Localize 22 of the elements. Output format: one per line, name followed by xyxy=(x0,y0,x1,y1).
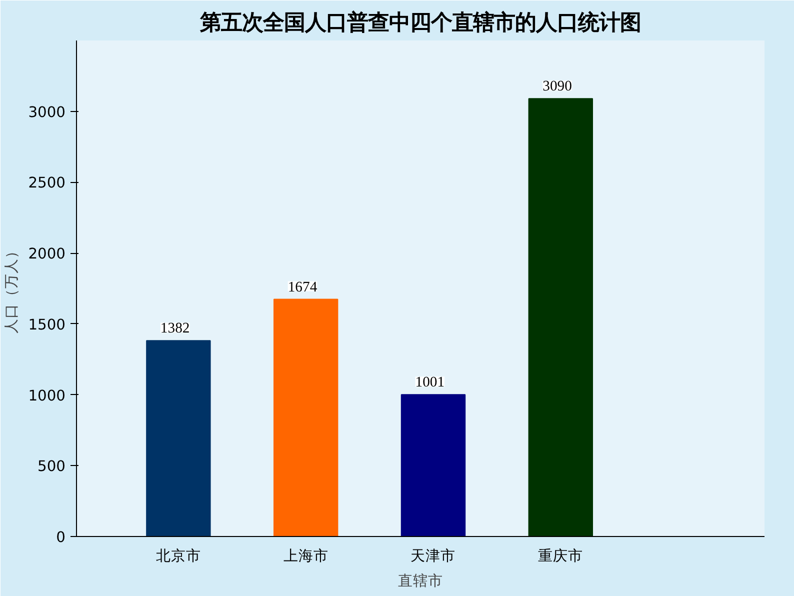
bar xyxy=(400,394,466,536)
x-tick-label: 重庆市 xyxy=(538,548,584,564)
data-label: 3090 xyxy=(542,78,572,95)
bar xyxy=(273,298,338,536)
data-label: 1674 xyxy=(288,279,318,296)
y-tick-label: 500 xyxy=(38,458,66,476)
bar xyxy=(528,98,593,536)
chart-title: 第五次全国人口普查中四个直辖市的人口统计图 xyxy=(199,10,641,36)
bar xyxy=(146,340,211,536)
y-tick-label: 1500 xyxy=(28,316,66,334)
y-axis-title: 人口（万人） xyxy=(3,244,20,334)
y-tick-label: 3000 xyxy=(28,104,66,121)
y-tick-label: 0 xyxy=(56,529,66,546)
y-tick-label: 1000 xyxy=(28,387,66,404)
x-axis-title: 直辖市 xyxy=(398,572,443,590)
x-tick-label: 上海市 xyxy=(283,548,328,564)
y-tick-label: 2000 xyxy=(28,246,66,263)
data-label: 1382 xyxy=(160,320,190,337)
y-tick-label: 2500 xyxy=(28,174,66,192)
x-tick-label: 天津市 xyxy=(410,548,456,564)
data-label: 1001 xyxy=(415,374,445,391)
x-tick-label: 北京市 xyxy=(156,548,201,564)
